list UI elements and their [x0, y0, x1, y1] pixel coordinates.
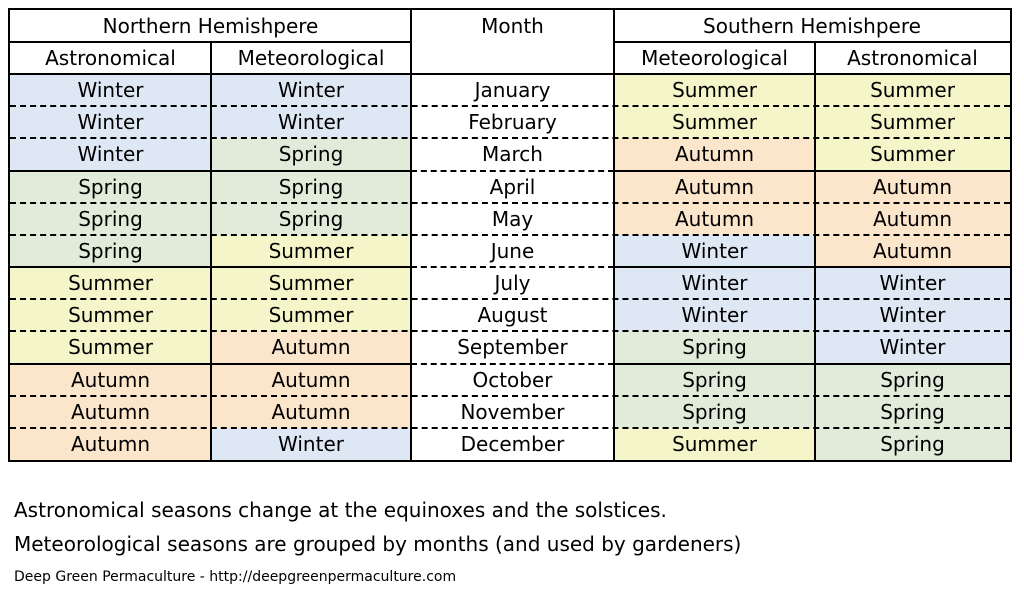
season-divider	[10, 266, 411, 269]
seasons-table: Northern Hemishpere Month Southern Hemis…	[8, 8, 1012, 462]
northern-astronomical-cell: Summer	[10, 299, 211, 332]
month-cell: July	[494, 271, 531, 296]
month-cell: April	[489, 174, 536, 199]
southern-meteorological-cell: Autumn	[614, 202, 815, 235]
southern-meteorological-cell: Winter	[614, 267, 815, 300]
row-divider	[10, 201, 1010, 204]
southern-hemisphere-header: Southern Hemishpere	[703, 14, 921, 38]
northern-meteorological-cell: Winter	[211, 106, 411, 139]
northern-meteorological-cell: Winter	[211, 74, 411, 107]
northern-astronomical-cell: Autumn	[10, 427, 211, 461]
month-cell: November	[460, 399, 565, 424]
header-divider	[10, 41, 411, 43]
month-cell: January	[474, 78, 551, 102]
row-divider	[411, 266, 614, 269]
southern-meteorological-header: Meteorological	[641, 46, 788, 70]
southern-meteorological-cell: Autumn	[614, 170, 815, 203]
row-divider	[10, 137, 1010, 140]
month-cell: May	[491, 206, 534, 231]
column-divider	[210, 42, 212, 460]
southern-meteorological-cell: Winter	[614, 299, 815, 332]
southern-meteorological-cell: Autumn	[614, 138, 815, 171]
month-cell: October	[472, 367, 553, 392]
header-divider	[614, 41, 1010, 43]
southern-meteorological-cell: Summer	[614, 106, 815, 139]
northern-hemisphere-header: Northern Hemishpere	[102, 14, 319, 38]
northern-meteorological-cell: Winter	[211, 427, 411, 461]
northern-astronomical-cell: Winter	[10, 74, 211, 107]
southern-astronomical-cell: Autumn	[815, 234, 1010, 267]
month-cell: September	[457, 335, 568, 360]
northern-meteorological-cell: Summer	[211, 299, 411, 332]
southern-astronomical-header: Astronomical	[847, 46, 978, 70]
southern-astronomical-cell: Winter	[815, 267, 1010, 300]
row-divider	[10, 298, 1010, 301]
southern-astronomical-cell: Winter	[815, 331, 1010, 364]
northern-meteorological-cell: Autumn	[211, 363, 411, 396]
month-cell: June	[490, 238, 535, 263]
southern-astronomical-cell: Autumn	[815, 170, 1010, 203]
northern-meteorological-cell: Autumn	[211, 395, 411, 428]
northern-astronomical-cell: Winter	[10, 106, 211, 139]
northern-meteorological-cell: Spring	[211, 202, 411, 235]
southern-meteorological-cell: Summer	[614, 427, 815, 461]
credit-text: Deep Green Permaculture - http://deepgre…	[14, 569, 457, 585]
note-astronomical: Astronomical seasons change at the equin…	[14, 498, 667, 522]
southern-meteorological-cell: Spring	[614, 363, 815, 396]
southern-astronomical-cell: Autumn	[815, 202, 1010, 235]
header-divider	[614, 73, 1010, 75]
row-divider	[10, 105, 1010, 108]
header-divider	[10, 73, 411, 75]
row-divider	[10, 233, 1010, 236]
southern-astronomical-cell: Summer	[815, 106, 1010, 139]
month-cell: August	[477, 303, 548, 328]
northern-meteorological-cell: Autumn	[211, 331, 411, 364]
season-divider	[10, 169, 411, 172]
northern-astronomical-header: Astronomical	[45, 46, 176, 70]
month-cell: December	[460, 431, 565, 456]
month-header: Month	[481, 14, 544, 38]
northern-astronomical-cell: Summer	[10, 331, 211, 364]
season-divider	[614, 362, 1010, 365]
row-divider	[10, 394, 1010, 397]
northern-astronomical-cell: Spring	[10, 170, 211, 203]
header-divider	[411, 73, 614, 75]
southern-meteorological-cell: Spring	[614, 331, 815, 364]
month-cell: February	[468, 110, 557, 135]
row-divider	[411, 169, 614, 172]
northern-meteorological-cell: Spring	[211, 138, 411, 171]
southern-astronomical-cell: Spring	[815, 427, 1010, 461]
southern-astronomical-cell: Winter	[815, 299, 1010, 332]
southern-astronomical-cell: Spring	[815, 395, 1010, 428]
note-meteorological: Meteorological seasons are grouped by mo…	[14, 532, 742, 556]
southern-meteorological-cell: Winter	[614, 234, 815, 267]
northern-meteorological-header: Meteorological	[237, 46, 385, 70]
northern-meteorological-cell: Spring	[211, 170, 411, 203]
season-divider	[614, 266, 1010, 269]
season-divider	[614, 169, 1010, 172]
northern-astronomical-cell: Spring	[10, 234, 211, 267]
northern-astronomical-cell: Winter	[10, 138, 211, 171]
northern-astronomical-cell: Autumn	[10, 363, 211, 396]
northern-astronomical-cell: Summer	[10, 267, 211, 300]
southern-meteorological-cell: Summer	[614, 74, 815, 107]
season-divider	[10, 362, 411, 365]
northern-astronomical-cell: Autumn	[10, 395, 211, 428]
row-divider	[10, 330, 1010, 333]
northern-meteorological-cell: Summer	[211, 234, 411, 267]
northern-astronomical-cell: Spring	[10, 202, 211, 235]
month-cell: March	[482, 142, 543, 167]
column-divider	[814, 42, 816, 460]
southern-meteorological-cell: Spring	[614, 395, 815, 428]
row-divider	[10, 426, 1010, 429]
northern-meteorological-cell: Summer	[211, 267, 411, 300]
southern-astronomical-cell: Summer	[815, 74, 1010, 107]
row-divider	[411, 362, 614, 365]
southern-astronomical-cell: Summer	[815, 138, 1010, 171]
southern-astronomical-cell: Spring	[815, 363, 1010, 396]
